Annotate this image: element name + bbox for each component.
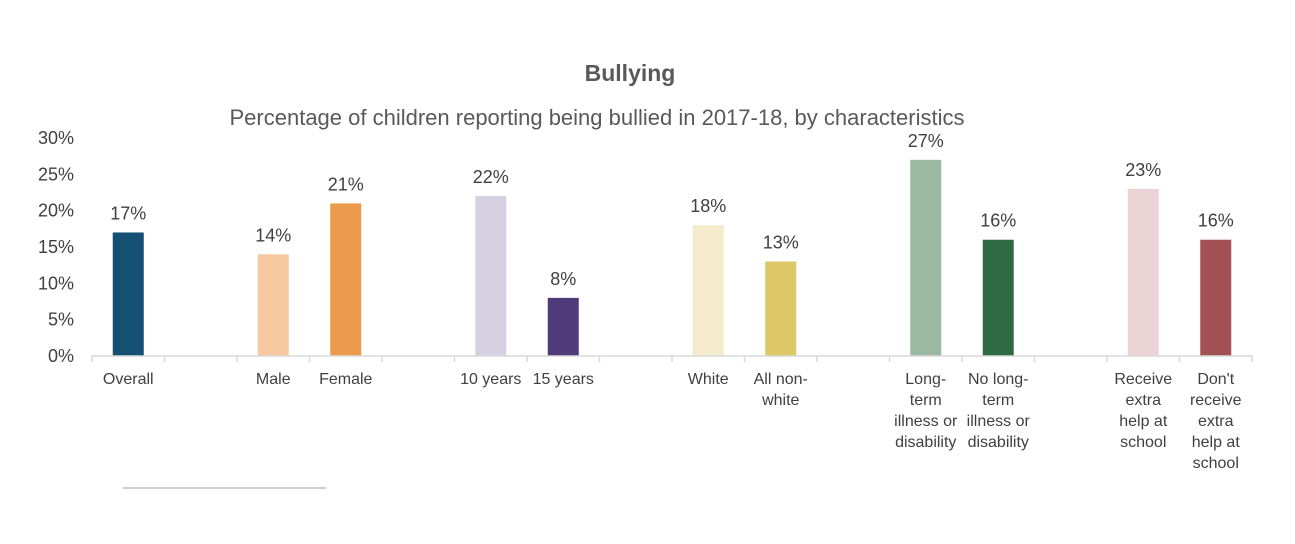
x-category-label-line: extra xyxy=(1125,392,1161,409)
data-label: 22% xyxy=(473,167,509,187)
x-category-label: All non-white xyxy=(754,371,808,409)
x-category-label-line: disability xyxy=(968,434,1029,451)
y-tick-label: 30% xyxy=(38,128,74,148)
x-category-label-line: white xyxy=(761,392,799,409)
x-axis: Overall Male Female 10 years 15 years White Al… xyxy=(91,355,1253,472)
data-label: 18% xyxy=(690,196,726,216)
y-tick-label: 5% xyxy=(48,310,74,330)
bar xyxy=(257,254,289,356)
x-category-label-line: No long- xyxy=(968,371,1028,388)
bar xyxy=(765,261,797,356)
x-category-label: No long-term illness or disability xyxy=(967,371,1031,451)
bar xyxy=(475,196,507,356)
bar xyxy=(1127,188,1159,356)
y-tick-label: 10% xyxy=(38,273,74,293)
y-tick-label: 0% xyxy=(48,346,74,366)
x-category-label-line: Female xyxy=(319,371,372,388)
bars: 17% 14% 21% 22% 8% 18% 13% 27% 16% 23% 16% xyxy=(110,131,1234,356)
x-category-label-line: term xyxy=(982,392,1014,409)
x-category-label-line: Overall xyxy=(103,371,154,388)
bar xyxy=(1200,239,1232,356)
data-label: 13% xyxy=(763,233,799,253)
data-label: 8% xyxy=(550,269,576,289)
y-tick-label: 25% xyxy=(38,164,74,184)
bar xyxy=(692,225,724,356)
x-category-label-line: Long- xyxy=(905,371,946,388)
chart-subtitle: Percentage of children reporting being b… xyxy=(230,105,965,130)
data-label: 17% xyxy=(110,203,146,223)
x-category-label-line: disability xyxy=(895,434,956,451)
x-category-label: 15 years xyxy=(533,371,594,388)
y-axis: 0% 5% 10% 15% 20% 25% 30% xyxy=(38,128,74,366)
x-category-label-line: school xyxy=(1193,455,1239,472)
bar xyxy=(910,159,942,356)
x-category-label-line: All non- xyxy=(754,371,808,388)
x-category-label-line: Don't xyxy=(1197,371,1234,388)
x-category-label: Receive extra help at school xyxy=(1114,371,1172,451)
x-category-label: Female xyxy=(319,371,372,388)
x-category-label-line: illness or xyxy=(967,413,1031,430)
x-category-label-line: 15 years xyxy=(533,371,594,388)
data-label: 16% xyxy=(1198,211,1234,231)
bar xyxy=(330,203,362,356)
x-category-label: White xyxy=(688,371,729,388)
bar xyxy=(547,297,579,356)
data-label: 16% xyxy=(980,211,1016,231)
y-tick-label: 15% xyxy=(38,237,74,257)
data-label: 21% xyxy=(328,174,364,194)
x-category-label: Overall xyxy=(103,371,154,388)
x-category-label: 10 years xyxy=(460,371,521,388)
x-category-label-line: extra xyxy=(1198,413,1234,430)
x-category-label: Long-term illness or disability xyxy=(894,371,958,451)
x-category-label-line: school xyxy=(1120,434,1166,451)
bar xyxy=(112,232,144,356)
data-label: 23% xyxy=(1125,160,1161,180)
x-category-label: Don't receive extra help at school xyxy=(1190,371,1242,472)
y-tick-label: 20% xyxy=(38,201,74,221)
data-label: 14% xyxy=(255,225,291,245)
x-category-label-line: illness or xyxy=(894,413,958,430)
x-category-label-line: White xyxy=(688,371,729,388)
x-category-label-line: 10 years xyxy=(460,371,521,388)
data-label: 27% xyxy=(908,131,944,151)
x-category-label-line: Receive xyxy=(1114,371,1172,388)
x-category-label-line: Male xyxy=(256,371,291,388)
x-category-label-line: term xyxy=(910,392,942,409)
chart-title: Bullying xyxy=(585,60,676,86)
x-category-label: Male xyxy=(256,371,291,388)
bar xyxy=(982,239,1014,356)
x-category-label-line: receive xyxy=(1190,392,1242,409)
x-category-label-line: help at xyxy=(1119,413,1168,430)
x-category-label-line: help at xyxy=(1192,434,1241,451)
